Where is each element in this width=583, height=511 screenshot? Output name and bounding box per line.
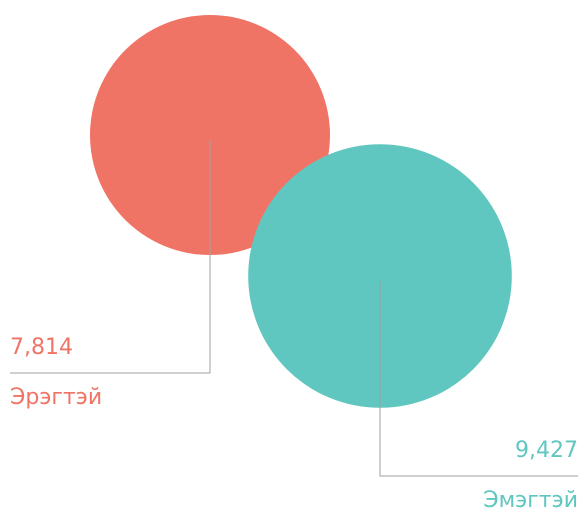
leader-line: [379, 281, 578, 477]
category-label: Эрэгтэй: [10, 385, 102, 410]
value-label: 9,427: [515, 438, 578, 463]
value-label: 7,814: [10, 335, 73, 360]
bubble: [90, 15, 330, 255]
leader-line: [10, 140, 211, 374]
category-label: Эмэгтэй: [483, 488, 578, 511]
bubble: [248, 144, 512, 408]
